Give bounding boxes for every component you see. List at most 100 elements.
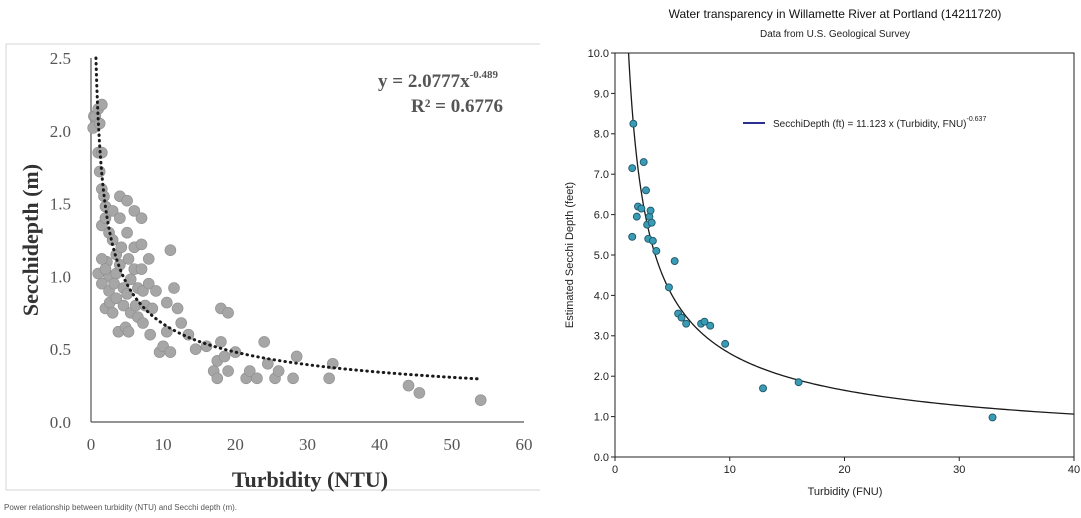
data-point (628, 164, 637, 173)
data-point (243, 365, 256, 377)
right-y-ticks: 0.0 1.0 2.0 3.0 4.0 5.0 6.0 7.0 8.0 9.0 10.0 (588, 48, 615, 464)
data-point (759, 384, 767, 393)
data-point (682, 319, 691, 328)
x-tick-label: 20 (838, 464, 850, 476)
data-point (664, 283, 673, 292)
right-data-points (628, 119, 997, 422)
data-point (137, 317, 149, 329)
y-tick-label: 4.0 (594, 290, 609, 302)
right-trendline (627, 52, 1075, 415)
data-point (258, 336, 271, 348)
figure-caption: Power relationship between turbidity (NT… (4, 503, 237, 512)
data-point (988, 413, 997, 422)
x-tick-label: 20 (227, 435, 244, 454)
data-point (290, 350, 303, 363)
data-point (122, 253, 135, 265)
right-x-axis-label: Turbidity (FNU) (808, 486, 883, 498)
data-point (215, 336, 227, 348)
y-tick-label: 2.0 (594, 371, 609, 383)
data-point (647, 218, 656, 227)
data-point (700, 317, 709, 326)
data-point (721, 339, 730, 348)
data-point (402, 379, 415, 392)
x-tick-label: 60 (516, 435, 533, 454)
data-point (164, 346, 177, 358)
data-point (168, 282, 180, 294)
power-fit-chart: 0 10 20 30 40 50 60 0.0 0.5 1.0 1.5 2.0 2.5 y = 2.0… (5, 43, 540, 492)
data-point (222, 306, 234, 319)
data-point (142, 277, 155, 290)
left-equation-exponent: -0.489 (470, 69, 499, 81)
left-x-axis-label: Turbidity (NTU) (232, 467, 388, 492)
y-tick-label: 0.0 (50, 413, 71, 432)
left-equation: y = 2.0777x-0.489 (378, 69, 498, 92)
data-point (677, 313, 686, 322)
data-point (128, 205, 141, 217)
x-tick-label: 50 (443, 435, 460, 454)
right-legend: SecchiDepth (ft) = 11.123 x (Turbidity, … (743, 116, 986, 130)
y-tick-label: 8.0 (594, 129, 609, 141)
y-tick-label: 3.0 (594, 331, 609, 343)
data-point (99, 263, 112, 275)
y-tick-label: 6.0 (594, 209, 609, 221)
data-point (106, 306, 119, 319)
data-point (144, 328, 156, 341)
left-y-axis-label: Secchidepth (m) (18, 164, 43, 316)
left-data-points (87, 98, 487, 406)
x-tick-label: 0 (87, 435, 96, 454)
y-tick-label: 7.0 (594, 169, 609, 181)
y-tick-label: 1.0 (594, 411, 609, 423)
data-point (794, 378, 803, 387)
data-point (96, 277, 108, 290)
y-tick-label: 1.5 (50, 195, 71, 214)
left-r-squared: R² = 0.6776 (411, 96, 503, 117)
right-chart-subtitle: Data from U.S. Geological Survey (760, 29, 910, 40)
willamette-transparency-chart: Water transparency in Willamette River a… (564, 7, 1080, 498)
data-point (670, 257, 679, 266)
data-point (108, 277, 120, 290)
y-tick-label: 0.0 (594, 452, 609, 464)
data-point (135, 263, 148, 275)
data-point (96, 146, 108, 159)
x-tick-label: 40 (371, 435, 388, 454)
data-point (175, 317, 188, 329)
data-point (164, 244, 177, 256)
data-point (706, 321, 715, 330)
data-point (114, 212, 126, 224)
y-tick-label: 9.0 (594, 88, 609, 100)
y-tick-label: 2.5 (50, 49, 71, 68)
data-point (135, 212, 148, 224)
data-point (637, 204, 646, 213)
y-tick-label: 2.0 (50, 122, 71, 141)
right-chart-title: Water transparency in Willamette River a… (669, 7, 1002, 21)
data-point (171, 302, 184, 315)
data-point (142, 253, 155, 265)
left-y-ticks: 0.0 0.5 1.0 1.5 2.0 2.5 (50, 49, 71, 432)
data-point (629, 119, 638, 128)
data-point (413, 387, 426, 399)
data-point (628, 232, 637, 241)
data-point (135, 238, 148, 251)
data-point (639, 158, 648, 167)
data-point (122, 325, 135, 338)
left-trendline (94, 56, 483, 381)
x-tick-label: 30 (953, 464, 965, 476)
right-legend-exponent: -0.637 (967, 116, 987, 123)
data-point (121, 226, 133, 239)
data-point (632, 212, 641, 221)
y-tick-label: 0.5 (50, 340, 71, 359)
data-point (211, 372, 224, 385)
data-point (96, 253, 108, 265)
x-tick-label: 30 (299, 435, 316, 454)
x-tick-label: 0 (612, 464, 618, 476)
data-point (189, 343, 202, 356)
data-point (287, 372, 299, 385)
data-point (642, 186, 650, 195)
right-plot-frame (614, 52, 1075, 458)
data-point (124, 273, 137, 286)
data-point (474, 394, 487, 406)
data-point (652, 247, 661, 255)
data-point (110, 292, 123, 305)
x-tick-label: 10 (724, 464, 736, 476)
data-point (150, 285, 162, 297)
